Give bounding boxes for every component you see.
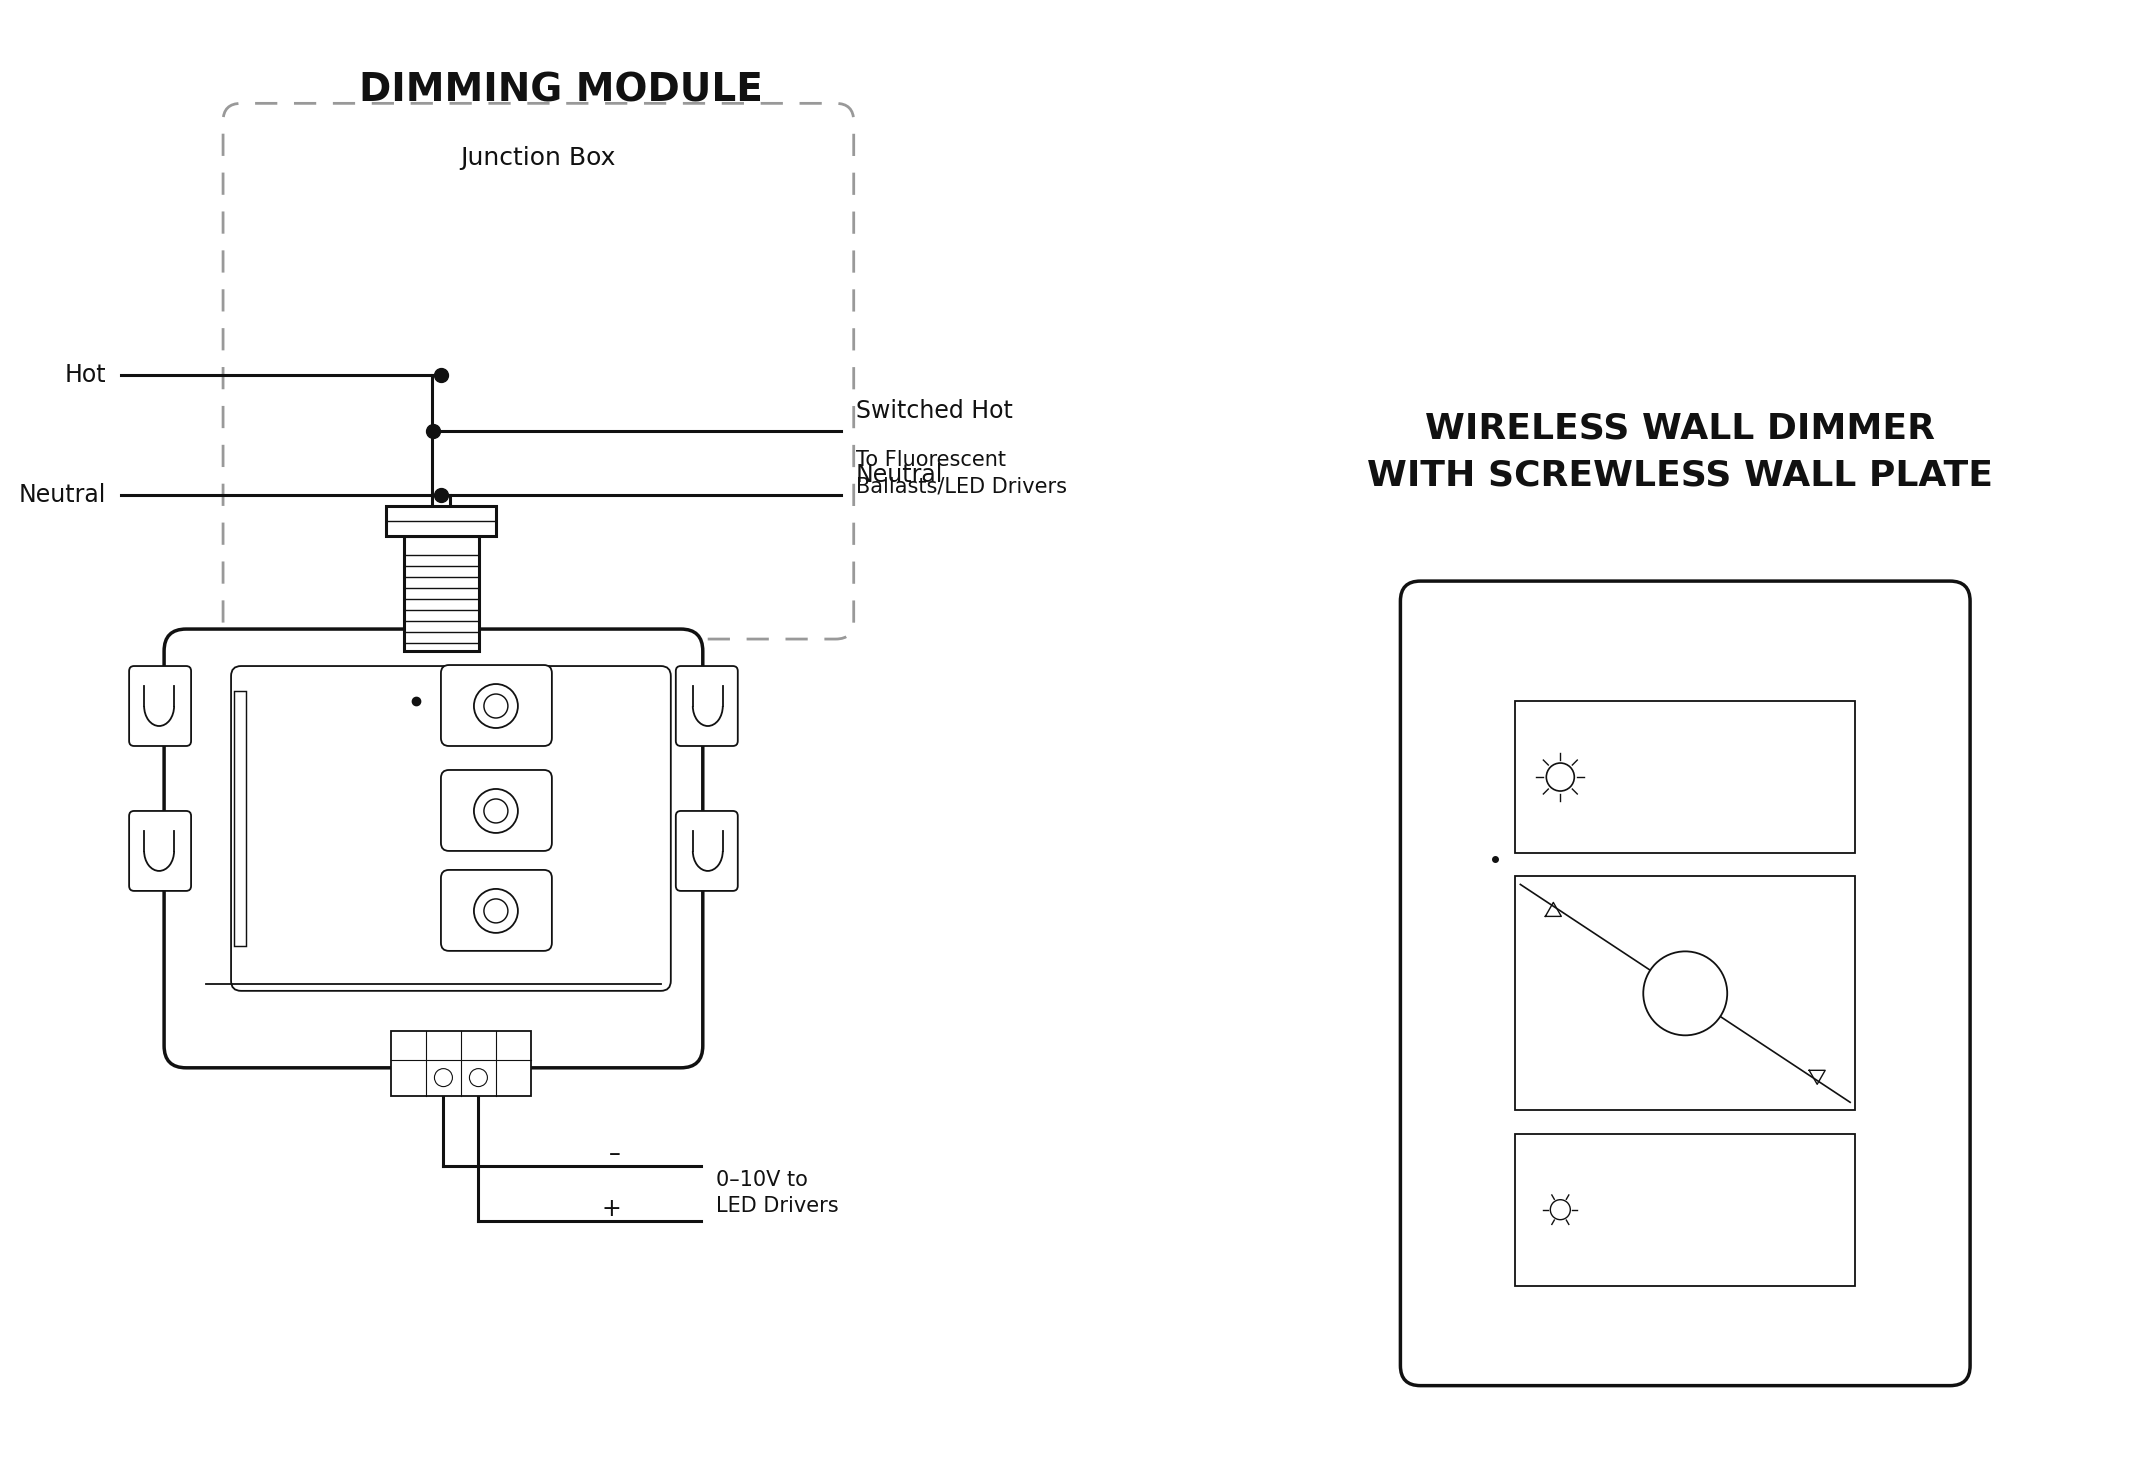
Text: 0–10V to
LED Drivers: 0–10V to LED Drivers	[716, 1170, 839, 1217]
FancyBboxPatch shape	[1514, 701, 1856, 853]
Circle shape	[1546, 763, 1574, 790]
Text: Neutral: Neutral	[19, 484, 107, 507]
FancyBboxPatch shape	[128, 811, 190, 891]
Text: Junction Box: Junction Box	[461, 146, 615, 171]
Circle shape	[485, 799, 508, 823]
Circle shape	[474, 789, 517, 833]
FancyBboxPatch shape	[1514, 877, 1856, 1110]
FancyBboxPatch shape	[1401, 581, 1969, 1385]
Circle shape	[474, 888, 517, 934]
Text: To Fluorescent
Ballasts/LED Drivers: To Fluorescent Ballasts/LED Drivers	[857, 450, 1066, 497]
Circle shape	[474, 684, 517, 728]
Bar	[387, 506, 496, 536]
FancyBboxPatch shape	[164, 630, 703, 1068]
FancyBboxPatch shape	[675, 811, 737, 891]
Ellipse shape	[1643, 951, 1728, 1036]
Text: Hot: Hot	[64, 364, 107, 387]
Circle shape	[485, 899, 508, 923]
Text: DIMMING MODULE: DIMMING MODULE	[359, 72, 763, 110]
Text: +: +	[600, 1197, 622, 1221]
FancyBboxPatch shape	[675, 666, 737, 747]
Circle shape	[434, 1068, 453, 1087]
Circle shape	[485, 694, 508, 717]
Text: –: –	[609, 1141, 622, 1166]
Circle shape	[1551, 1199, 1570, 1220]
Text: Neutral: Neutral	[857, 463, 944, 487]
Text: WIRELESS WALL DIMMER
WITH SCREWLESS WALL PLATE: WIRELESS WALL DIMMER WITH SCREWLESS WALL…	[1367, 411, 1993, 492]
Bar	[235, 691, 246, 945]
FancyBboxPatch shape	[440, 869, 551, 951]
FancyBboxPatch shape	[128, 666, 190, 747]
FancyBboxPatch shape	[1514, 1134, 1856, 1286]
Bar	[391, 1031, 532, 1096]
Circle shape	[470, 1068, 487, 1087]
FancyBboxPatch shape	[231, 666, 671, 991]
Text: Switched Hot: Switched Hot	[857, 399, 1012, 424]
FancyBboxPatch shape	[440, 770, 551, 850]
FancyBboxPatch shape	[440, 665, 551, 747]
Bar	[404, 536, 478, 652]
